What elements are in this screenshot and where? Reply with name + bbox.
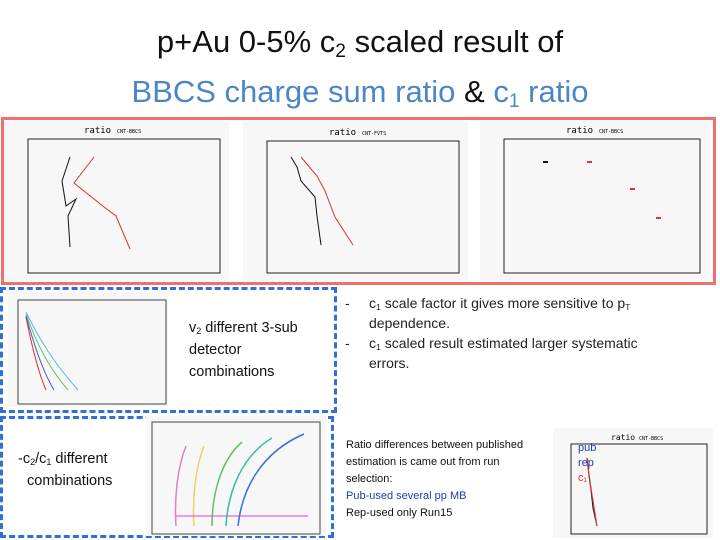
highlight-box-top-plots [1,117,716,285]
plot-1-svg: ratio CNT-BBCS [27,126,221,274]
bullet-dash-2: - [345,335,350,351]
bullet-dash-1: - [345,295,350,311]
plot-4-red-series [586,459,598,527]
plot-panel-3: ratio CNT-BBCS [480,121,710,281]
c2c1-plot-panel [146,416,326,536]
ratio-note-line2: estimation is came out from run [346,456,500,468]
ratio-note-line1: Ratio differences between published [346,439,524,451]
legend-pub: pub [578,442,597,454]
ratio-note-line4: Pub-used several pp MB [346,490,467,502]
bullet-item-2: - c1 scaled result estimated larger syst… [345,335,638,371]
plot-3-black-mark [543,161,548,163]
plot-panel-4: ratio CNT-BBCS [553,428,713,538]
plot-2-black-series [290,156,322,246]
ratio-note-line5: Rep-used only Run15 [346,507,453,519]
plot-4-svg: ratio CNT-BBCS [570,433,708,535]
v2-combinations-box [0,287,337,413]
c2c1-note-line1: -c2/c1 different [18,451,108,468]
plot-1-red-series [73,156,131,250]
legend-c1: c₁ [578,472,588,484]
plot-3-frame [503,138,701,274]
plot-2-tag: CNT-FVTS [362,131,386,137]
plot-4-tag: CNT-BBCS [639,436,663,442]
c2c1-note: -c2/c1 different combinations [18,448,112,492]
v2-note-line1: v2 different 3-sub [189,320,298,337]
plot-2-header: ratio [329,128,356,138]
plot-1-black-series [61,156,78,248]
v2-note-line2: detector [189,342,242,358]
ratio-note: Ratio differences between published esti… [346,437,523,522]
v2-plot-panel [8,292,168,407]
legend-rep: rep [578,457,594,469]
plot-2-frame [266,140,460,274]
plot-3-red-mark-3 [656,217,661,219]
plot-3-header: ratio [566,126,593,136]
plot-2-svg: ratio CNT-FVTS [266,128,460,274]
bullet-list: - c1 scale factor it gives more sensitiv… [345,293,638,373]
c2c1-note-line2: combinations [27,473,113,489]
v2-note-line3: combinations [189,364,275,380]
plot-4-header: ratio [611,433,635,442]
slide-title-line2: BBCS charge sum ratio & c1 ratio [131,74,589,112]
plot-2-red-series [300,156,354,246]
plot-4-legend: pub rep c₁ [578,441,596,486]
plot-1-frame [27,138,221,274]
plot-panel-1: ratio CNT-BBCS [4,121,229,281]
slide-title-line1: p+Au 0-5% c2 scaled result of [156,24,564,62]
plot-3-svg: ratio CNT-BBCS [503,126,701,274]
plot-1-tag: CNT-BBCS [117,129,141,135]
plot-3-red-mark-2 [630,188,635,190]
c2c1-plot-svg [151,421,321,535]
plot-3-tag: CNT-BBCS [599,129,623,135]
plot-panel-2: ratio CNT-FVTS [243,121,468,281]
plot-3-red-mark-1 [587,161,592,163]
ratio-note-line3: selection: [346,473,393,485]
bullet-item-1: - c1 scale factor it gives more sensitiv… [345,295,631,331]
plot-1-header: ratio [84,126,111,136]
v2-plot-svg [17,299,167,405]
v2-note: v2 different 3-sub detector combinations [189,317,298,383]
